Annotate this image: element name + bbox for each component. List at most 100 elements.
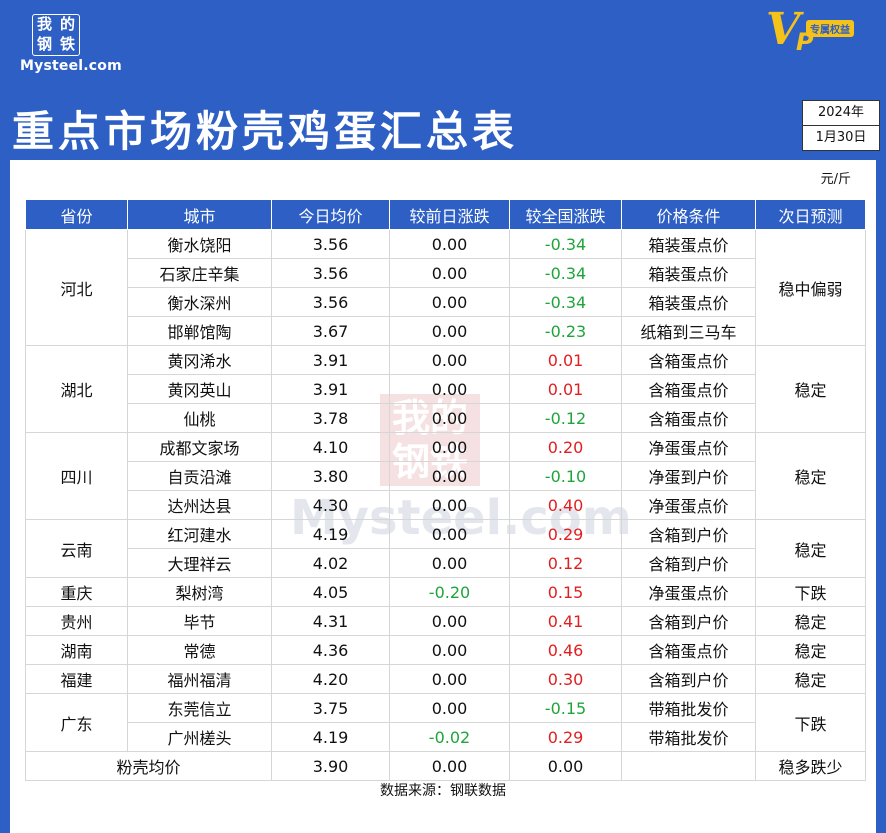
table-row: 河北 衡水饶阳 3.56 0.00 -0.34 箱装蛋点价 稳中偏弱 [25,229,866,346]
city-cell: 红河建水 [127,519,272,549]
table-panel: 元/斤 我的 钢铁 Mysteel.com 省份 城市 今日均价 较前日涨跌 较… [10,160,876,833]
header-price-condition: 价格条件 [621,199,756,230]
price-condition-cell: 箱装蛋点价 [621,229,756,259]
price-cell: 3.56 [271,229,390,259]
forecast-cell: 稳定 [755,664,866,694]
day-change-cell: 0.00 [389,519,510,549]
province-cell: 广东 [25,693,128,752]
day-change-cell: 0.00 [389,374,510,404]
price-condition-cell: 含箱到户价 [621,548,756,578]
day-change-cell: 0.00 [389,345,510,375]
price-cell: 4.30 [271,490,390,520]
vip-letter-v: V [766,4,801,55]
day-change-cell: -0.20 [389,577,510,607]
table-row: 湖南 常德 4.36 0.00 0.46 含箱蛋点价 稳定 [25,635,866,665]
forecast-cell: 稳定 [755,635,866,665]
day-change-cell: 0.00 [389,432,510,462]
price-cell: 4.31 [271,606,390,636]
day-change-cell: 0.00 [389,606,510,636]
egg-price-table: 省份 城市 今日均价 较前日涨跌 较全国涨跌 价格条件 次日预测 河北 衡水饶阳 3… [25,199,866,781]
city-cell: 东莞信立 [127,693,272,723]
mysteel-logo: 我 的 钢 铁 Mysteel.com [20,14,122,74]
price-cell: 4.10 [271,432,390,462]
city-cell: 常德 [127,635,272,665]
vs-national-cell: 0.12 [509,548,622,578]
vip-badge[interactable]: V 专属权益 P [766,4,874,56]
table-row: 福建 福州福清 4.20 0.00 0.30 含箱到户价 稳定 [25,664,866,694]
day-change-cell: 0.00 [389,635,510,665]
vs-national-cell: 0.29 [509,722,622,752]
price-cell: 3.67 [271,316,390,346]
vs-national-cell: -0.34 [509,229,622,259]
price-condition-cell: 带箱批发价 [621,722,756,752]
price-cell: 4.36 [271,635,390,665]
price-condition-cell: 含箱蛋点价 [621,403,756,433]
day-change-cell: 0.00 [389,693,510,723]
province-cell: 河北 [25,229,128,346]
header-price: 今日均价 [271,199,390,230]
price-cell: 4.19 [271,519,390,549]
price-condition-cell: 净蛋到户价 [621,461,756,491]
table-row: 广州槎头 4.19 -0.02 0.29 带箱批发价 [26,722,866,752]
price-cell: 4.05 [271,577,390,607]
price-cell: 4.02 [271,548,390,578]
forecast-cell: 稳定 [755,345,866,433]
vs-national-cell: 0.20 [509,432,622,462]
unit-label: 元/斤 [820,172,851,187]
price-cell: 3.91 [271,374,390,404]
price-condition-cell: 净蛋蛋点价 [621,577,756,607]
header-city: 城市 [127,199,272,230]
city-cell: 福州福清 [127,664,272,694]
vs-national-cell: 0.01 [509,374,622,404]
city-cell: 成都文家场 [127,432,272,462]
average-price-cell: 3.90 [271,751,390,781]
day-change-cell: 0.00 [389,664,510,694]
day-change-cell: 0.00 [389,403,510,433]
vs-national-cell: 0.15 [509,577,622,607]
city-cell: 石家庄辛集 [127,258,272,288]
table-header-row: 省份 城市 今日均价 较前日涨跌 较全国涨跌 价格条件 次日预测 [25,199,866,230]
average-condition-cell [621,751,756,781]
price-condition-cell: 纸箱到三马车 [621,316,756,346]
table-row: 贵州 毕节 4.31 0.00 0.41 含箱到户价 稳定 [25,606,866,636]
forecast-cell: 稳定 [755,519,866,578]
price-condition-cell: 含箱蛋点价 [621,374,756,404]
city-cell: 大理祥云 [127,548,272,578]
header-province: 省份 [25,199,128,230]
table-row: 四川 成都文家场 4.10 0.00 0.20 净蛋蛋点价 稳定 [25,432,866,520]
vs-national-cell: -0.10 [509,461,622,491]
city-cell: 衡水饶阳 [127,229,272,259]
vs-national-cell: -0.15 [509,693,622,723]
vs-national-cell: -0.12 [509,403,622,433]
price-condition-cell: 净蛋蛋点价 [621,490,756,520]
city-cell: 达州达县 [127,490,272,520]
price-condition-cell: 带箱批发价 [621,693,756,723]
price-cell: 3.56 [271,258,390,288]
table-row: 达州达县 4.30 0.00 0.40 净蛋蛋点价 [26,490,866,520]
day-change-cell: 0.00 [389,316,510,346]
vs-national-cell: 0.46 [509,635,622,665]
vs-national-cell: 0.29 [509,519,622,549]
day-change-cell: -0.02 [389,722,510,752]
average-forecast-cell: 稳多跌少 [755,751,866,781]
province-cell: 四川 [25,432,128,520]
table-row: 衡水深州 3.56 0.00 -0.34 箱装蛋点价 [26,287,866,317]
price-cell: 4.19 [271,722,390,752]
logo-wordmark: Mysteel.com [20,58,122,74]
price-cell: 3.75 [271,693,390,723]
forecast-cell: 稳中偏弱 [755,229,866,346]
table-row: 大理祥云 4.02 0.00 0.12 含箱到户价 [26,548,866,578]
province-cell: 云南 [25,519,128,578]
forecast-cell: 下跌 [755,693,866,752]
page-title: 重点市场粉壳鸡蛋汇总表 [12,107,519,156]
province-cell: 福建 [25,664,128,694]
price-condition-cell: 净蛋蛋点价 [621,432,756,462]
vs-national-cell: -0.34 [509,258,622,288]
day-change-cell: 0.00 [389,548,510,578]
province-cell: 湖南 [25,635,128,665]
forecast-cell: 下跌 [755,577,866,607]
table-row: 云南 红河建水 4.19 0.00 0.29 含箱到户价 稳定 [25,519,866,578]
price-cell: 3.56 [271,287,390,317]
price-condition-cell: 含箱到户价 [621,519,756,549]
date-box: 2024年 1月30日 [802,100,880,151]
